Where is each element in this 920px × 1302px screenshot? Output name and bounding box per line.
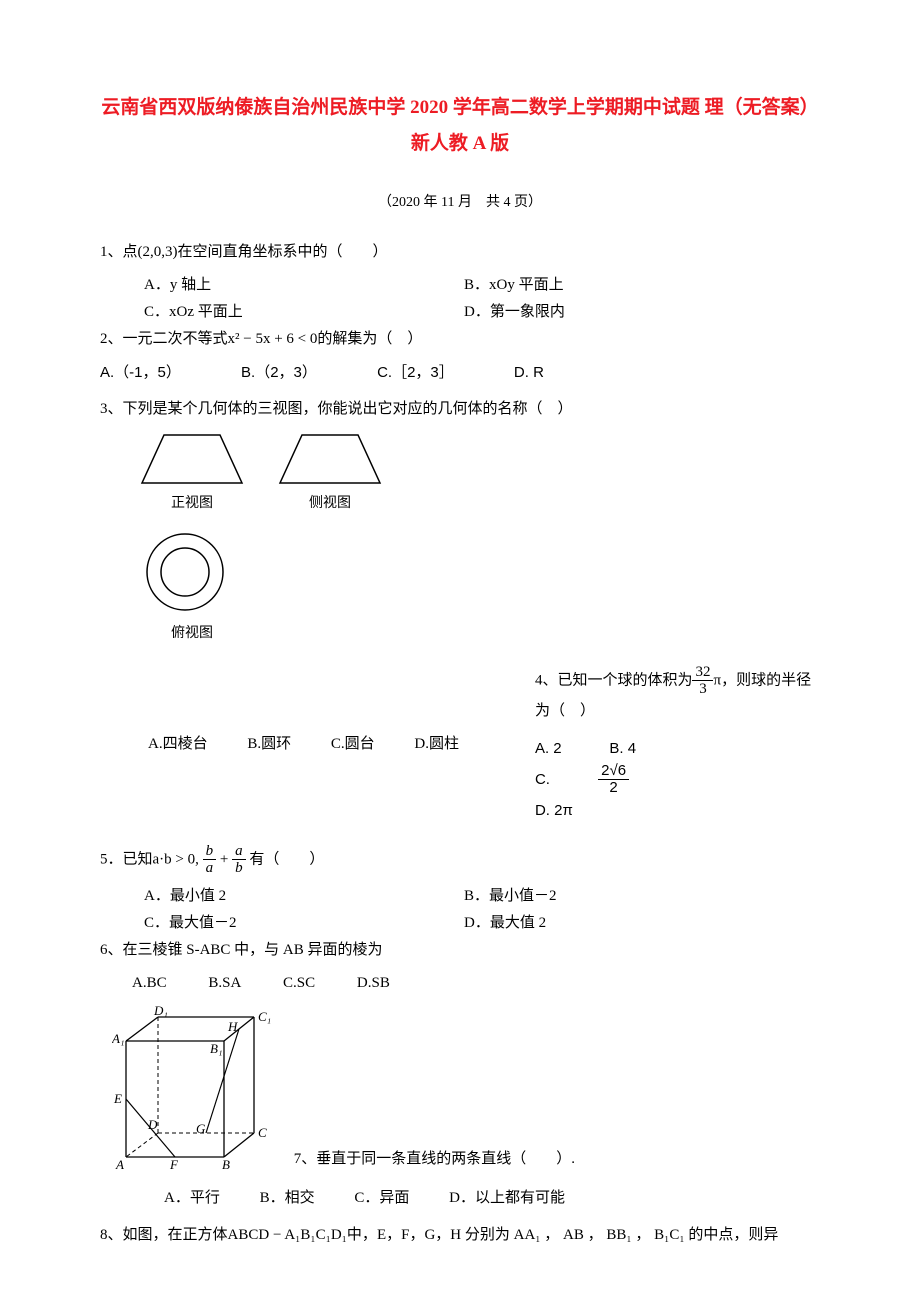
- q1-stem: 1、点(2,0,3)在空间直角坐标系中的（ ）: [100, 239, 820, 266]
- three-views-row: 正视图 侧视图: [140, 431, 820, 516]
- svg-text:F: F: [169, 1157, 179, 1172]
- ring-icon: [140, 527, 230, 617]
- q5-stem: 5．已知a·b > 0, ba + ab 有（ ）: [100, 843, 820, 877]
- q1-opt-a: A．y 轴上: [144, 272, 464, 299]
- q6-opt-c: C.SC: [283, 970, 315, 997]
- date-info: （2020 年 11 月 共 4 页）: [100, 190, 820, 215]
- q7-opt-b: B．相交: [260, 1185, 315, 1212]
- trapezoid-icon: [140, 431, 244, 487]
- q2-opt-a: A.（-1，5）: [100, 359, 181, 386]
- svg-text:A₁: A₁: [112, 1031, 124, 1046]
- q6-options: A.BC B.SA C.SC D.SB: [132, 970, 820, 997]
- q7-options: A．平行 B．相交 C．异面 D．以上都有可能: [164, 1185, 820, 1212]
- q8-stem: 8、如图，在正方体ABCD − A₁B₁C₁D₁中，E，F，G，H 分别为 AA…: [100, 1222, 820, 1249]
- q3-opt-b: B.圆环: [247, 731, 291, 758]
- q2-opt-b: B.（2，3）: [241, 359, 317, 386]
- q6-stem: 6、在三棱锥 S-ABC 中，与 AB 异面的棱为: [100, 937, 820, 964]
- svg-text:B: B: [222, 1157, 230, 1172]
- q1-opt-b: B．xOy 平面上: [464, 272, 784, 299]
- q3-opt-c: C.圆台: [331, 731, 375, 758]
- svg-text:E: E: [113, 1091, 122, 1106]
- q5-opt-b: B．最小值－2: [464, 883, 784, 910]
- q4-opt-b: B. 4: [609, 735, 636, 762]
- q4-options: A. 2 B. 4 C. 2√62 D. 2π: [535, 735, 820, 825]
- svg-text:G: G: [196, 1121, 206, 1136]
- cube-figure: D₁ C₁ A₁ B₁ D C A B E F G H 7、垂直于同一条直线的两…: [112, 1005, 820, 1173]
- svg-text:H: H: [227, 1019, 238, 1034]
- q7-stem: 7、垂直于同一条直线的两条直线（ ）.: [294, 1151, 575, 1167]
- q5-options: A．最小值 2 C．最大值－2 B．最小值－2 D．最大值 2: [144, 883, 820, 937]
- front-view: 正视图: [140, 431, 244, 516]
- q5-opt-c: C．最大值－2: [144, 910, 464, 937]
- q4-opt-a: A. 2: [535, 735, 562, 762]
- q4-opt-d: D. 2π: [535, 797, 573, 824]
- svg-text:C₁: C₁: [258, 1009, 271, 1024]
- top-view: 俯视图: [140, 527, 244, 646]
- page-title: 云南省西双版纳傣族自治州民族中学 2020 学年高二数学上学期期中试题 理（无答…: [100, 90, 820, 162]
- q3-opt-a: A.四棱台: [148, 731, 208, 758]
- q3-options: A.四棱台 B.圆环 C.圆台 D.圆柱: [148, 731, 495, 758]
- svg-text:B₁: B₁: [210, 1041, 222, 1056]
- q1-options: A．y 轴上 C．xOz 平面上 B．xOy 平面上 D．第一象限内: [144, 272, 820, 326]
- side-view: 侧视图: [278, 431, 382, 516]
- q7-opt-a: A．平行: [164, 1185, 220, 1212]
- q2-opt-c: C.［2，3］: [377, 359, 454, 386]
- q5-opt-d: D．最大值 2: [464, 910, 784, 937]
- q2-options: A.（-1，5） B.（2，3） C.［2，3］ D. R: [100, 359, 820, 386]
- q6-opt-b: B.SA: [208, 970, 241, 997]
- q7-opt-d: D．以上都有可能: [449, 1185, 565, 1212]
- q6-opt-d: D.SB: [357, 970, 390, 997]
- q2-stem: 2、一元二次不等式x² − 5x + 6 < 0的解集为（ ）: [100, 326, 820, 353]
- q4-opt-c: C. 2√62: [535, 763, 717, 797]
- q2-opt-d: D. R: [514, 359, 544, 386]
- q5-opt-a: A．最小值 2: [144, 883, 464, 910]
- q4-stem: 4、已知一个球的体积为323π，则球的半径为（ ）: [535, 664, 820, 725]
- svg-text:D₁: D₁: [153, 1005, 168, 1018]
- q1-opt-d: D．第一象限内: [464, 299, 784, 326]
- cube-icon: D₁ C₁ A₁ B₁ D C A B E F G H: [112, 1005, 282, 1173]
- q4-block: 4、已知一个球的体积为323π，则球的半径为（ ） A. 2 B. 4 C. 2…: [495, 664, 820, 825]
- svg-text:D: D: [147, 1117, 158, 1132]
- q7-opt-c: C．异面: [354, 1185, 409, 1212]
- svg-text:C: C: [258, 1125, 267, 1140]
- q6-opt-a: A.BC: [132, 970, 167, 997]
- q1-opt-c: C．xOz 平面上: [144, 299, 464, 326]
- q3-opt-d: D.圆柱: [414, 731, 459, 758]
- trapezoid-icon: [278, 431, 382, 487]
- svg-text:A: A: [115, 1157, 124, 1172]
- q3-stem: 3、下列是某个几何体的三视图，你能说出它对应的几何体的名称（ ）: [100, 396, 820, 423]
